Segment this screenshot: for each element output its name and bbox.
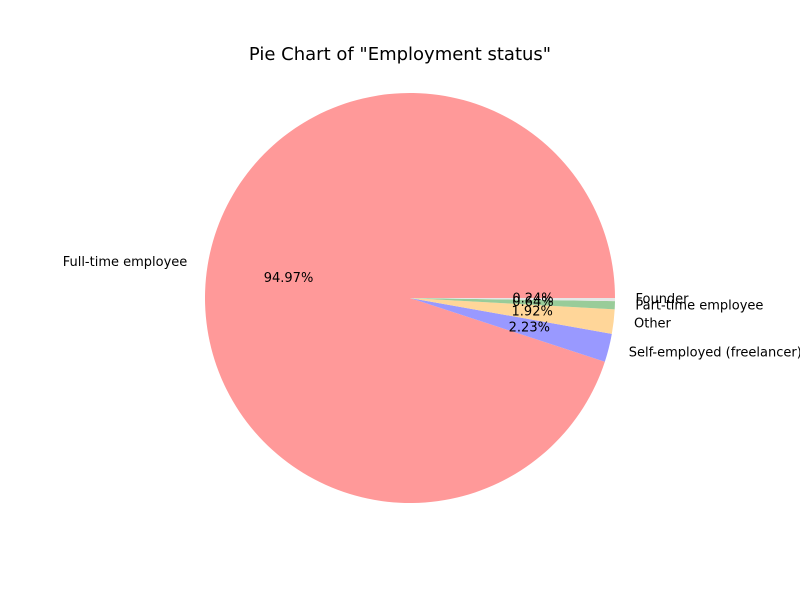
pie-slices bbox=[205, 92, 616, 503]
slice-label-full-time-employee: Full-time employee bbox=[63, 255, 188, 270]
slice-percent-founder: 0.24% bbox=[512, 291, 553, 306]
slice-label-other: Other bbox=[634, 317, 672, 332]
slice-percent-part-time-employee: 0.64% bbox=[512, 295, 553, 310]
chart-title: Pie Chart of "Employment status" bbox=[248, 44, 552, 65]
pie-slice-other bbox=[410, 298, 615, 334]
slice-label-part-time-employee: Part-time employee bbox=[635, 298, 763, 313]
slice-percent-self-employed-freelancer: 2.23% bbox=[509, 320, 550, 335]
pie-slice-full-time-employee bbox=[205, 92, 616, 503]
slice-label-founder: Founder bbox=[635, 292, 689, 307]
pie-slice-part-time-employee bbox=[410, 298, 615, 310]
slice-label-self-employed-freelancer: Self-employed (freelancer) bbox=[629, 345, 800, 360]
pie-labels: Full-time employee 94.97% Self-employed (f… bbox=[63, 255, 800, 360]
slice-percent-full-time-employee: 94.97% bbox=[264, 271, 314, 286]
pie-slice-founder bbox=[410, 298, 615, 302]
slice-percent-other: 1.92% bbox=[512, 305, 553, 320]
pie-slice-self-employed-freelancer bbox=[410, 298, 612, 362]
